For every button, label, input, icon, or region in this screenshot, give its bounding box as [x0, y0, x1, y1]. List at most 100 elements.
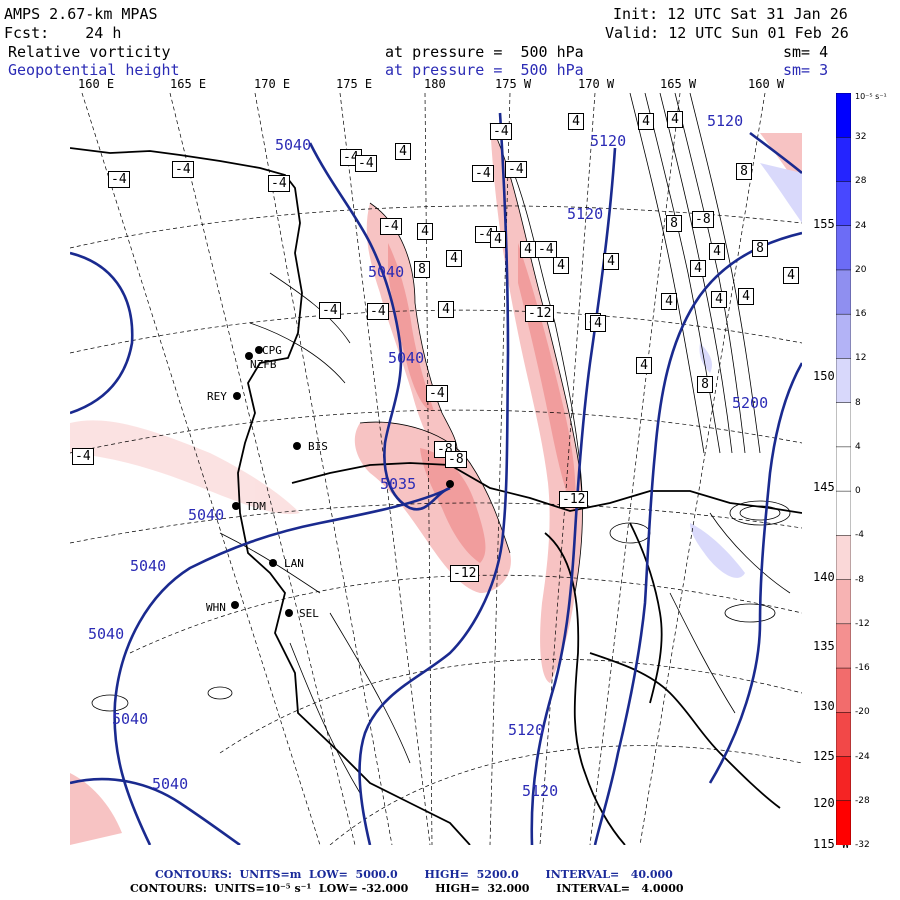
vorticity-value-box: 4 — [603, 253, 619, 270]
colorbar-segment — [836, 136, 851, 183]
vorticity-value-box: 8 — [666, 215, 682, 232]
colorbar-label: -4 — [855, 530, 864, 541]
colorbar-label: 16 — [855, 309, 867, 320]
colorbar-label: 28 — [855, 176, 867, 187]
colorbar-unit: 10⁻⁵ s⁻¹ — [855, 92, 887, 101]
lon-label: 160 W — [748, 77, 785, 91]
colorbar-segment — [836, 181, 851, 227]
forecast-hour: Fcst: 24 h — [4, 24, 122, 42]
lon-label: 160 E — [78, 77, 115, 91]
vorticity-value-box: 8 — [752, 240, 768, 257]
vorticity-value-box: 4 — [638, 113, 654, 130]
vorticity-value-box: -4 — [490, 123, 512, 140]
colorbar-segment — [836, 756, 851, 802]
colorbar-label: 24 — [855, 220, 867, 231]
colorbar-segment — [836, 269, 851, 315]
colorbar-label: -20 — [855, 707, 870, 718]
vorticity-value-box: -4 — [355, 155, 377, 172]
colorbar-label: -16 — [855, 663, 870, 674]
colorbar-label: 32 — [855, 132, 867, 143]
vorticity-value-box: 4 — [590, 315, 606, 332]
height-label: 5040 — [188, 506, 225, 524]
vorticity-value-box: 4 — [395, 143, 411, 160]
footer-vorticity-contours: CONTOURS: UNITS=10⁻⁵ s⁻¹ LOW= -32.000 HI… — [130, 882, 684, 895]
colorbar-segment — [836, 490, 851, 537]
vorticity-value-box: 4 — [446, 250, 462, 267]
colorbar-label: -24 — [855, 751, 870, 762]
vorticity-value-box: -4 — [535, 241, 557, 258]
height-label: 5040 — [112, 710, 149, 728]
colorbar-label: 4 — [855, 441, 861, 452]
colorbar-label: -28 — [855, 795, 870, 806]
colorbar-label: -8 — [855, 574, 864, 585]
station-label: NZFB — [250, 358, 277, 371]
height-label: 5120 — [522, 782, 559, 800]
vorticity-value-box: 4 — [553, 257, 569, 274]
lon-label: 165 W — [660, 77, 697, 91]
field1-smoothing: sm= 4 — [783, 43, 829, 61]
colorbar-segment — [836, 623, 851, 669]
vorticity-value-box: -12 — [559, 491, 589, 508]
coastline — [70, 147, 802, 845]
vorticity-value-box: -4 — [268, 175, 290, 192]
vorticity-contours — [91, 93, 791, 794]
station-label: LAN — [284, 557, 304, 570]
height-label: 5040 — [130, 557, 167, 575]
height-label: 5035 — [380, 475, 417, 493]
height-label: 5120 — [508, 721, 545, 739]
lon-label: 175 E — [336, 77, 373, 91]
height-label: 5200 — [732, 394, 769, 412]
vorticity-value-box: -8 — [445, 451, 467, 468]
vorticity-value-box: -4 — [172, 161, 194, 178]
vorticity-value-box: -4 — [426, 385, 448, 402]
station-dots — [231, 346, 454, 617]
height-label: 5040 — [152, 775, 189, 793]
field1-name: Relative vorticity — [8, 43, 171, 61]
vorticity-value-box: -4 — [108, 171, 130, 188]
colorbar-segment — [836, 667, 851, 714]
colorbar-segment — [836, 313, 851, 360]
colorbar-label: 12 — [855, 353, 867, 364]
vorticity-value-box: -4 — [380, 218, 402, 235]
station-label: SEL — [299, 607, 319, 620]
height-label: 5040 — [88, 625, 125, 643]
lon-label: 170 W — [578, 77, 615, 91]
vorticity-value-box: -4 — [319, 302, 341, 319]
colorbar-label: -32 — [855, 840, 870, 850]
colorbar-segment — [836, 446, 851, 492]
height-label: 5040 — [388, 349, 425, 367]
colorbar-label: 0 — [855, 486, 861, 497]
lon-label: 175 W — [495, 77, 532, 91]
vorticity-value-box: -4 — [367, 303, 389, 320]
lon-label: 180 — [424, 77, 446, 91]
station-label: CPG — [262, 344, 282, 357]
colorbar-segment — [836, 402, 851, 448]
colorbar-segment — [836, 93, 851, 138]
vorticity-value-box: -12 — [450, 565, 480, 582]
vorticity-value-box: 4 — [636, 357, 652, 374]
lon-label: 170 E — [254, 77, 291, 91]
vorticity-value-box: 4 — [783, 267, 799, 284]
vorticity-value-box: 8 — [414, 261, 430, 278]
footer-height-contours: CONTOURS: UNITS=m LOW= 5000.0 HIGH= 5200… — [155, 868, 673, 881]
field2-smoothing: sm= 3 — [783, 61, 829, 79]
height-label: 5040 — [275, 136, 312, 154]
station-label: REY — [207, 390, 227, 403]
colorbar-segment — [836, 800, 851, 845]
height-contours — [70, 112, 802, 845]
valid-time: Valid: 12 UTC Sun 01 Feb 26 — [605, 24, 849, 42]
vorticity-value-box: 4 — [438, 301, 454, 318]
model-title: AMPS 2.67-km MPAS — [4, 5, 158, 23]
init-time: Init: 12 UTC Sat 31 Jan 26 — [613, 5, 848, 23]
colorbar-segment — [836, 358, 851, 404]
vorticity-value-box: -4 — [72, 448, 94, 465]
lon-label: 165 E — [170, 77, 207, 91]
vorticity-value-box: -8 — [692, 211, 714, 228]
colorbar-segment — [836, 535, 851, 581]
vorticity-value-box: -4 — [472, 165, 494, 182]
vorticity-value-box: 4 — [568, 113, 584, 130]
field2-level: at pressure = 500 hPa — [385, 61, 584, 79]
height-label: 5120 — [707, 112, 744, 130]
height-label: 5120 — [590, 132, 627, 150]
vorticity-value-box: 4 — [490, 231, 506, 248]
